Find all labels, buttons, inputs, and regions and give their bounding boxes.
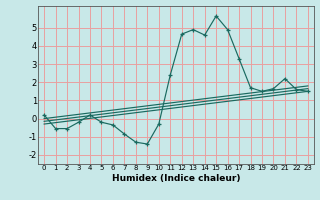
X-axis label: Humidex (Indice chaleur): Humidex (Indice chaleur) [112, 174, 240, 183]
